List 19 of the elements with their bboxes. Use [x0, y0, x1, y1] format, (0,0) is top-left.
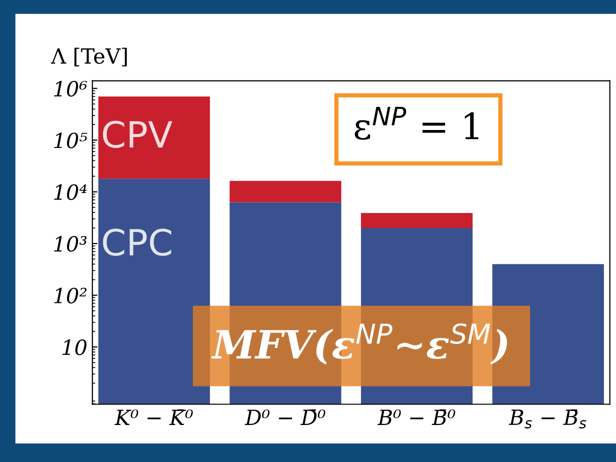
y-tick-label: 10³ [54, 236, 87, 252]
x-tick-label: B⁰ − B̄⁰ [377, 409, 456, 425]
y-tick-label: 10⁶ [54, 80, 88, 97]
bar [230, 180, 342, 202]
annotation: ε$^{NP}$ = 1 [354, 106, 478, 140]
annotation: MFV(ε$^{NP}$∼ε$^{SM}$) [211, 323, 508, 365]
x-tick-label: K⁰ − K̄⁰ [114, 409, 193, 425]
y-tick-label: 10² [54, 288, 87, 304]
bar [98, 178, 210, 404]
y-tick-label: 10⁴ [54, 184, 87, 200]
x-tick-label: B$_{s}$ − B̄$_{s}$ [508, 409, 586, 428]
bar [360, 212, 473, 228]
series-label: CPV [102, 120, 172, 148]
y-tick-label: 10⁵ [54, 132, 88, 148]
y-tick-label: 10 [62, 339, 86, 356]
bar [98, 96, 210, 179]
series-label: CPC [102, 228, 172, 256]
x-tick-label: D⁰ − D̄⁰ [244, 409, 326, 425]
y-axis-title: Λ [TeV] [50, 48, 127, 66]
